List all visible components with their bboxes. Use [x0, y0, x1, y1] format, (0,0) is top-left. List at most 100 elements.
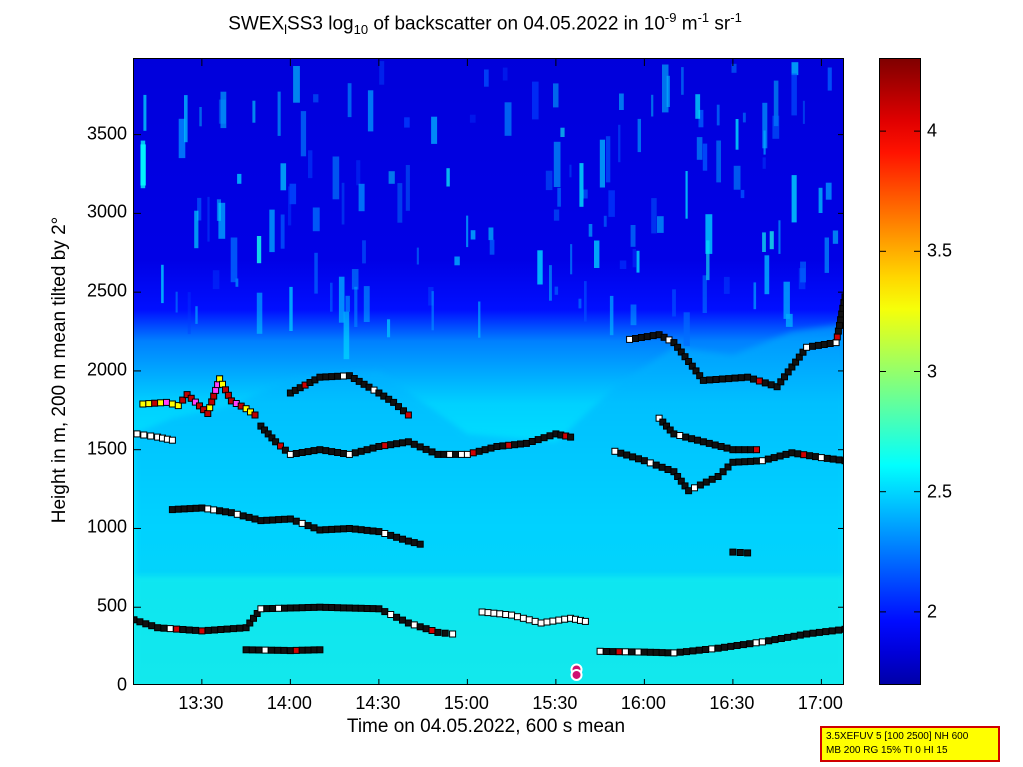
detection-marker [841, 293, 843, 301]
detection-marker [168, 400, 176, 408]
backscatter-cell [683, 312, 690, 347]
backscatter-cell [332, 156, 340, 200]
detection-marker [761, 379, 769, 387]
detection-marker [708, 475, 716, 483]
backscatter-cell [603, 215, 607, 227]
detection-marker [253, 610, 261, 617]
x-tick-label: 15:00 [443, 693, 489, 713]
backscatter-cell [825, 182, 832, 200]
detection-marker [731, 374, 739, 382]
backscatter-cell [619, 260, 627, 269]
detection-marker [351, 604, 359, 612]
detection-marker [410, 539, 418, 547]
detection-marker [428, 627, 436, 634]
x-tick-label: 16:00 [620, 693, 666, 713]
detection-marker [310, 603, 318, 611]
title-part: -1 [697, 10, 710, 25]
detection-marker [139, 400, 147, 408]
detection-marker [422, 445, 430, 453]
detection-marker [375, 443, 383, 450]
detection-marker [838, 310, 843, 318]
detection-marker [534, 436, 542, 444]
detection-marker [233, 510, 241, 518]
detection-marker [640, 648, 648, 656]
detection-marker [316, 373, 324, 381]
detection-marker [340, 372, 347, 380]
detection-marker [298, 449, 306, 456]
backscatter-cell [488, 227, 494, 241]
detection-marker [685, 487, 693, 495]
detection-marker [750, 375, 757, 383]
detection-marker [251, 411, 259, 419]
detection-marker [248, 646, 256, 654]
detection-marker [286, 515, 294, 523]
backscatter-cell [446, 168, 450, 187]
detection-marker [543, 618, 551, 626]
detection-marker [310, 447, 318, 455]
detection-marker [803, 343, 811, 351]
detection-marker [340, 525, 347, 533]
info-box: 3.5XEFUV 5 [100 2500] NH 600 MB 200 RG 1… [820, 726, 1000, 762]
detection-marker [752, 639, 760, 647]
detection-marker [640, 457, 648, 465]
y-tick-label: 1500 [86, 438, 127, 459]
detection-marker [776, 452, 784, 460]
detection-marker [269, 605, 277, 612]
backscatter-cell [773, 80, 779, 127]
detection-marker [683, 648, 690, 656]
detection-marker [540, 434, 548, 442]
detection-marker [514, 613, 521, 621]
detection-marker [555, 616, 563, 624]
detection-marker [134, 430, 141, 438]
detection-marker [416, 623, 424, 631]
detection-series-layer-1 [134, 430, 176, 444]
backscatter-cell [702, 275, 707, 313]
detection-marker [784, 368, 792, 376]
detection-marker [210, 392, 218, 400]
detection-marker [652, 648, 660, 656]
y-tick-label: 500 [96, 595, 127, 616]
detection-marker [670, 468, 678, 476]
detection-marker [792, 358, 800, 366]
backscatter-cell [338, 276, 345, 323]
detection-marker [493, 443, 501, 450]
backscatter-cell [731, 63, 737, 73]
backscatter-cell [705, 214, 713, 254]
detection-marker [211, 626, 218, 634]
backscatter-cell [308, 150, 313, 179]
backscatter-cell [706, 240, 710, 281]
backscatter-cell [404, 117, 410, 128]
detection-marker [788, 449, 796, 457]
backscatter-cell [818, 187, 823, 213]
detection-marker [617, 449, 625, 457]
detection-marker [239, 512, 247, 520]
x-tick-label: 14:30 [355, 693, 401, 713]
backscatter-cell [388, 171, 395, 184]
detection-marker [702, 478, 710, 486]
detection-marker [345, 450, 353, 458]
y-tick-label: 2000 [86, 359, 127, 380]
detection-marker [784, 633, 792, 641]
detection-marker [637, 334, 645, 341]
detection-series-layer-9 [596, 625, 843, 657]
detection-marker [664, 466, 672, 473]
detection-marker [375, 528, 383, 536]
chart-title: SWEXlSS3 log10 of backscatter on 04.05.2… [0, 10, 970, 37]
detection-marker [400, 407, 407, 415]
backscatter-cell [666, 75, 670, 107]
detection-marker [747, 457, 755, 465]
detection-marker [511, 441, 519, 449]
special-point [570, 668, 583, 681]
detection-marker [404, 411, 412, 419]
backscatter-cell [143, 94, 147, 131]
detection-marker [696, 372, 704, 380]
backscatter-cell [343, 311, 350, 360]
detection-marker [274, 646, 282, 654]
backscatter-cell [609, 295, 614, 336]
detection-marker [663, 422, 670, 430]
detection-marker [659, 418, 667, 426]
backscatter-cell [289, 286, 293, 331]
detection-marker [664, 649, 672, 657]
backscatter-cell [312, 207, 320, 232]
backscatter-cell [762, 157, 766, 169]
